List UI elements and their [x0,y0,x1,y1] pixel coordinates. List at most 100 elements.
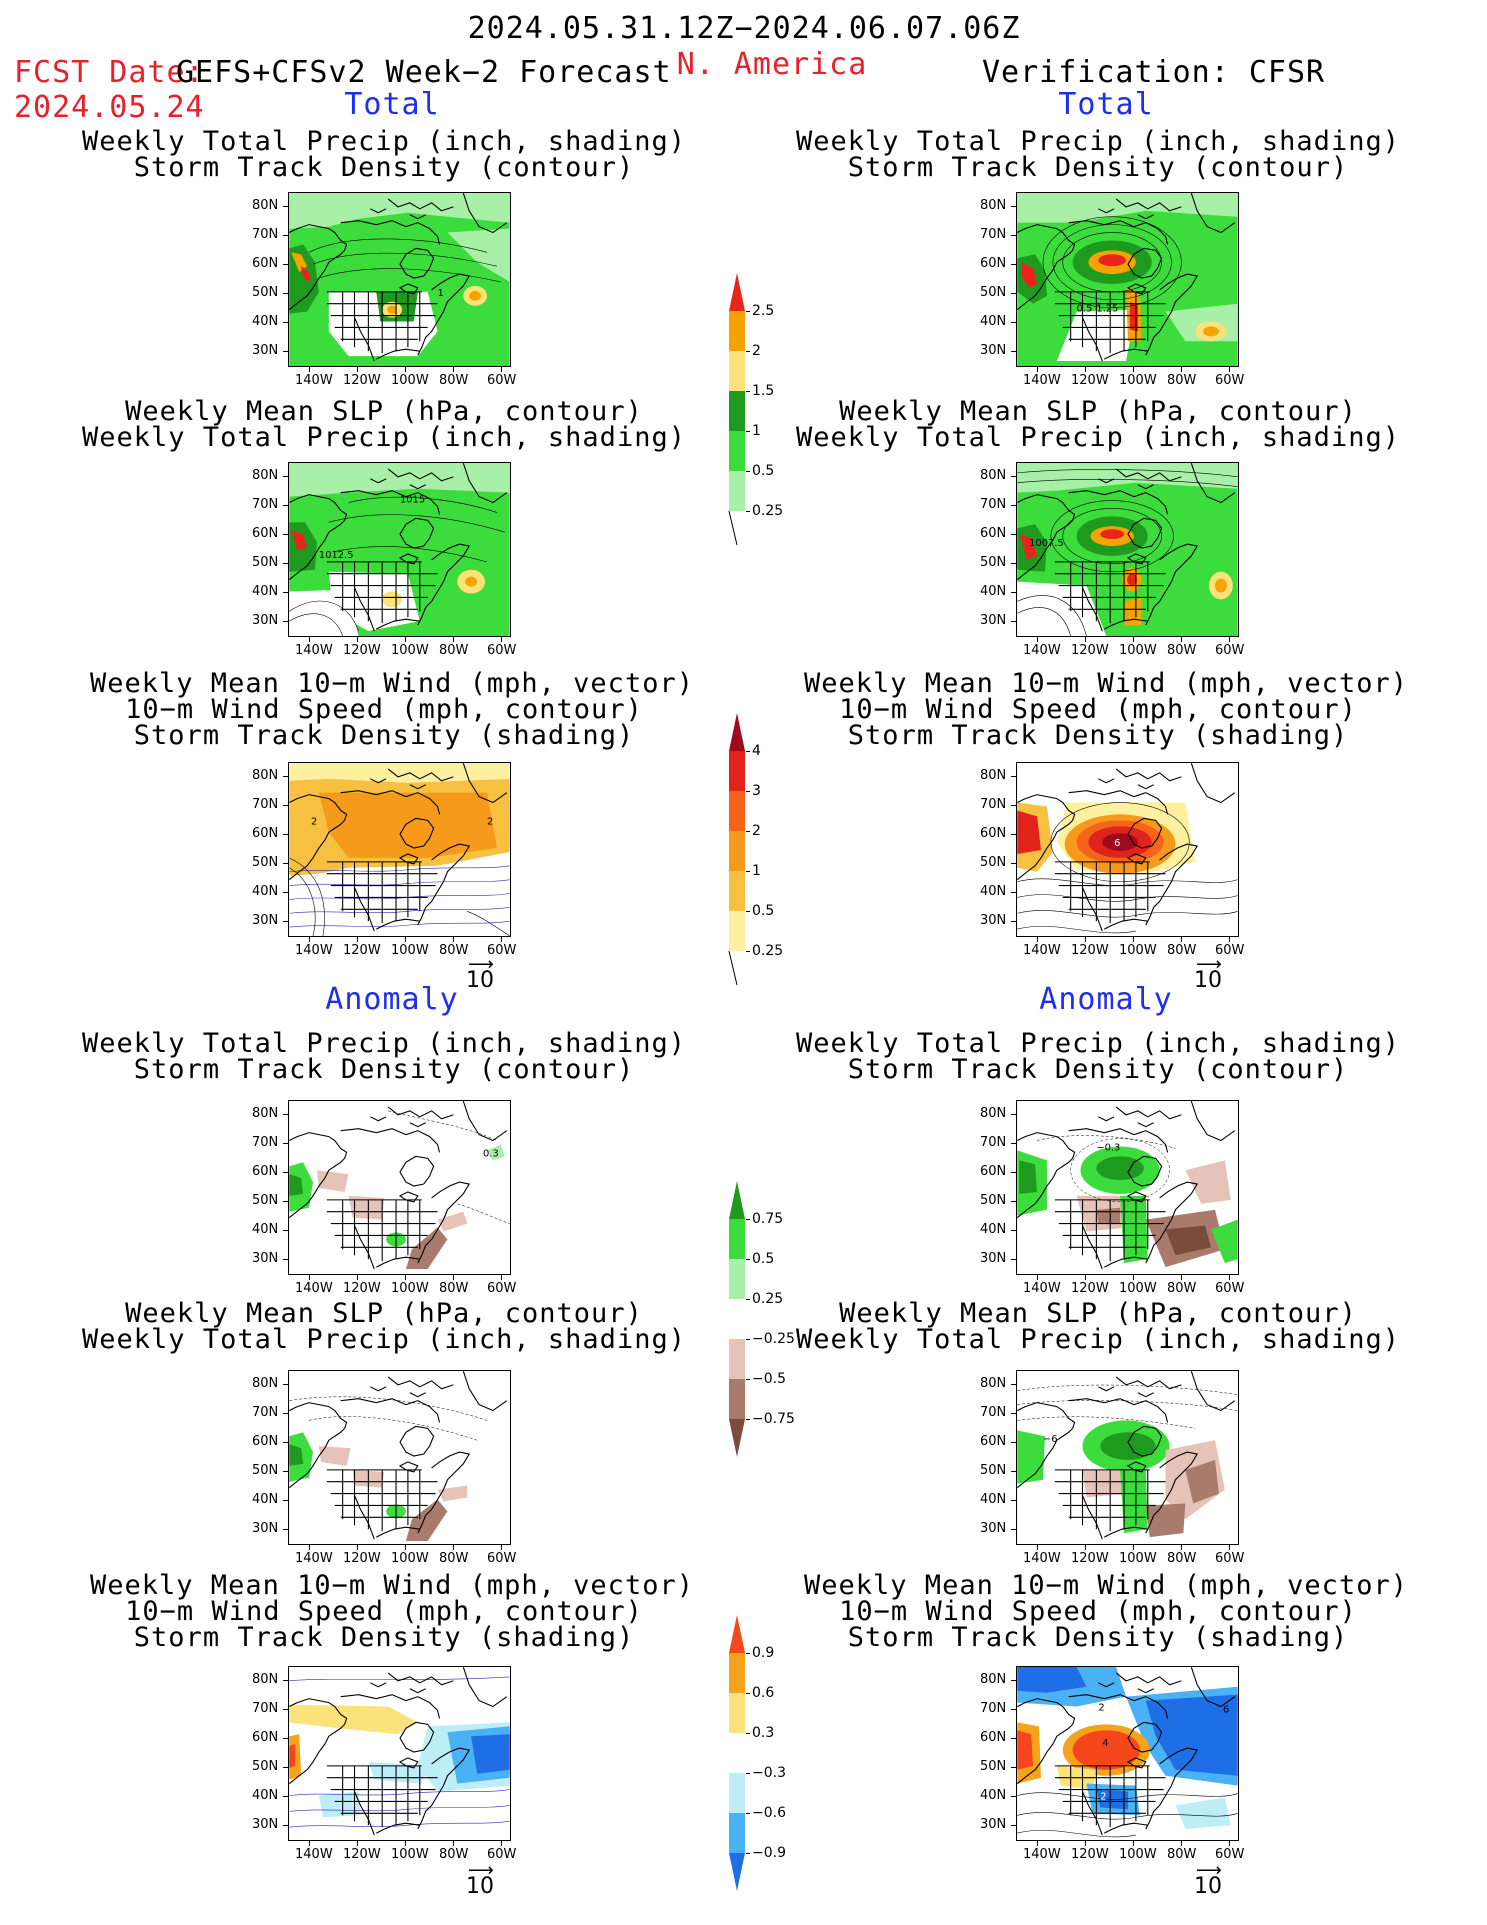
lon-tick-label: 140W [1023,1551,1061,1566]
lat-tick-label: 70N [252,1701,279,1716]
panel4-title-line1: Weekly Mean SLP (hPa, contour) [839,396,1357,427]
lon-tick-label: 60W [487,1551,517,1566]
lat-tick-label: 40N [980,1492,1007,1507]
lon-tick-mark [453,367,454,372]
lat-tick-label: 60N [252,1730,279,1745]
lon-tick-label: 100W [391,373,429,388]
lat-tick-mark [283,1201,288,1202]
lat-tick-label: 60N [980,1164,1007,1179]
colorbar-precip_total [728,273,745,546]
lat-tick-mark [283,322,288,323]
lat-tick-label: 40N [980,1788,1007,1803]
lat-tick-label: 30N [252,1251,279,1266]
lon-tick-label: 60W [487,1847,517,1862]
colorbar-tick [746,1853,750,1854]
lon-tick-mark [1037,1275,1038,1280]
lat-tick-mark [283,1709,288,1710]
colorbar-segment [729,713,745,751]
lat-tick-label: 50N [252,1759,279,1774]
colorbar-label: 2 [752,343,761,359]
lat-tick-mark [1011,264,1016,265]
panel8-title-line2: Storm Track Density (contour) [847,1054,1349,1085]
lat-tick-label: 30N [980,913,1007,928]
lon-tick-label: 120W [343,373,381,388]
lat-tick-label: 80N [980,1672,1007,1687]
lat-tick-mark [1011,235,1016,236]
colorbar-tick [746,431,750,432]
map-verif-precip-anom: −0.3 [1016,1100,1239,1275]
lat-tick-label: 40N [252,314,279,329]
lat-tick-label: 70N [980,227,1007,242]
colorbar-tick [746,471,750,472]
colorbar-label: 0.25 [752,503,784,519]
vector-scale-value: 10 [466,968,494,993]
lon-tick-mark [309,1841,310,1846]
lon-tick-mark [1229,1841,1230,1846]
section-anomaly-right: Anomaly [1039,982,1173,1017]
lat-tick-label: 70N [252,1135,279,1150]
lat-tick-mark [283,1500,288,1501]
lon-tick-label: 80W [439,373,469,388]
lon-tick-mark [501,1275,502,1280]
colorbar-label: 3 [752,783,761,799]
colorbar-segment [729,1813,745,1853]
lon-tick-mark [1085,1275,1086,1280]
lon-tick-label: 120W [343,1847,381,1862]
fcst-date: 2024.05.24 [14,90,205,125]
lat-tick-label: 30N [980,1251,1007,1266]
colorbar-tail [728,510,738,546]
panel9-title-line2: Weekly Total Precip (inch, shading) [82,1324,686,1355]
lon-tick-label: 60W [1215,643,1245,658]
lat-tick-mark [283,1738,288,1739]
colorbar-tick [746,1219,750,1220]
map-verif-slp-precip: 1007.5 [1016,462,1239,637]
lon-tick-label: 140W [295,1847,333,1862]
lat-tick-mark [283,293,288,294]
lat-tick-mark [1011,1259,1016,1260]
lon-tick-label: 80W [439,943,469,958]
colorbar-segment [729,431,745,471]
lat-tick-mark [1011,1114,1016,1115]
panel10-title-line2: Weekly Total Precip (inch, shading) [796,1324,1400,1355]
lat-tick-mark [283,563,288,564]
panel5-title-line1: Weekly Mean 10−m Wind (mph, vector) [90,668,694,699]
vector-scale-2: ⟶ 10 [1194,954,1222,993]
lon-tick-mark [1181,367,1182,372]
lon-tick-label: 80W [1167,943,1197,958]
lon-tick-mark [1133,1275,1134,1280]
lon-tick-label: 60W [487,373,517,388]
lat-tick-mark [1011,1529,1016,1530]
lon-tick-label: 60W [1215,1551,1245,1566]
colorbar-std_anom [729,1615,745,1891]
lat-tick-mark [283,206,288,207]
colorbar-label: 0.75 [752,1211,784,1227]
lon-tick-mark [1037,367,1038,372]
panel5-title-line2: 10−m Wind Speed (mph, contour) [125,694,643,725]
lon-tick-label: 120W [343,1551,381,1566]
lon-tick-label: 100W [1119,643,1157,658]
colorbar-tick [746,871,750,872]
colorbar-tick [746,1693,750,1694]
colorbar-label: 0.6 [752,1685,775,1701]
colorbar-segment [729,471,745,511]
panel12-title-line1: Weekly Mean 10−m Wind (mph, vector) [804,1570,1408,1601]
colorbar-segment [729,1853,745,1891]
lat-tick-mark [283,592,288,593]
lat-tick-mark [283,1413,288,1414]
colorbar-segment [729,1693,745,1733]
map-forecast-slp-precip: 1015 1012.5 [288,462,511,637]
panel2-title-line1: Weekly Total Precip (inch, shading) [796,126,1400,157]
lon-tick-label: 100W [391,943,429,958]
lat-tick-mark [1011,863,1016,864]
lon-tick-label: 100W [391,643,429,658]
lat-tick-label: 40N [980,1222,1007,1237]
lon-tick-mark [453,937,454,942]
lat-tick-label: 50N [980,1463,1007,1478]
lat-tick-mark [283,1143,288,1144]
lon-tick-mark [501,937,502,942]
colorbar-label: −0.9 [752,1845,786,1861]
lat-tick-label: 60N [252,526,279,541]
forecast-period: 2024.05.31.12Z−2024.06.07.06Z [467,11,1021,46]
lon-tick-mark [357,367,358,372]
lat-tick-label: 60N [252,256,279,271]
